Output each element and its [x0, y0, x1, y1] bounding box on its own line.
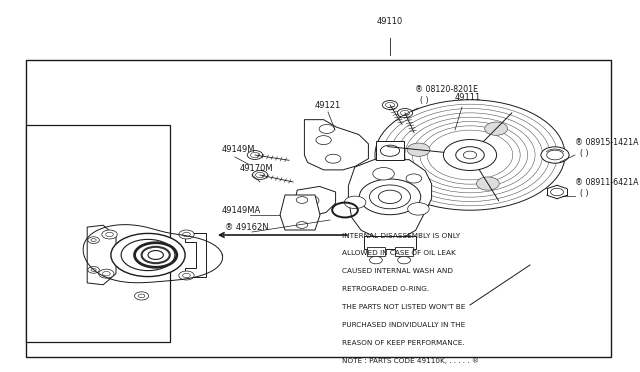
Circle shape — [247, 151, 262, 160]
Polygon shape — [348, 160, 431, 238]
Circle shape — [476, 177, 499, 190]
Circle shape — [138, 294, 145, 298]
FancyBboxPatch shape — [364, 236, 415, 249]
FancyBboxPatch shape — [376, 141, 404, 160]
Circle shape — [463, 151, 477, 159]
Text: INTERNAL DISASSEMBLY IS ONLY: INTERNAL DISASSEMBLY IS ONLY — [342, 232, 461, 238]
Circle shape — [407, 143, 430, 156]
Text: ® 08915-1421A
  ( ): ® 08915-1421A ( ) — [575, 138, 639, 158]
FancyBboxPatch shape — [26, 125, 170, 342]
Circle shape — [550, 188, 563, 196]
Circle shape — [326, 154, 341, 163]
Polygon shape — [87, 225, 116, 285]
Circle shape — [541, 147, 569, 163]
Text: 49149M: 49149M — [222, 145, 255, 154]
Text: 49170M: 49170M — [240, 164, 274, 173]
Circle shape — [250, 153, 259, 158]
Circle shape — [373, 167, 394, 180]
Text: 49121: 49121 — [315, 100, 341, 109]
Circle shape — [369, 256, 382, 264]
Circle shape — [88, 237, 99, 243]
Circle shape — [179, 271, 194, 280]
Text: ® 49162N: ® 49162N — [225, 224, 269, 232]
Circle shape — [182, 273, 190, 278]
Circle shape — [88, 266, 99, 273]
Text: ALLOWED IN CASE OF OIL LEAK: ALLOWED IN CASE OF OIL LEAK — [342, 250, 456, 256]
Circle shape — [182, 232, 190, 237]
Circle shape — [378, 190, 401, 203]
Circle shape — [484, 122, 508, 135]
Text: ® 08911-6421A
  ( ): ® 08911-6421A ( ) — [575, 178, 639, 198]
Circle shape — [406, 174, 422, 183]
Circle shape — [91, 268, 96, 271]
Circle shape — [385, 102, 394, 108]
Text: 49111: 49111 — [455, 93, 481, 103]
Text: 49149MA: 49149MA — [222, 205, 261, 215]
Circle shape — [375, 100, 565, 210]
Circle shape — [102, 230, 117, 239]
Circle shape — [252, 170, 268, 179]
FancyBboxPatch shape — [395, 247, 413, 256]
Circle shape — [111, 233, 185, 276]
Circle shape — [316, 136, 332, 145]
Circle shape — [359, 179, 420, 215]
Circle shape — [397, 109, 413, 118]
Text: CAUSED INTERNAL WASH AND: CAUSED INTERNAL WASH AND — [342, 268, 453, 274]
Circle shape — [547, 150, 563, 160]
Circle shape — [255, 172, 264, 177]
Text: 49110: 49110 — [377, 17, 403, 26]
FancyBboxPatch shape — [26, 60, 611, 357]
Circle shape — [102, 272, 110, 276]
Circle shape — [91, 238, 96, 241]
Polygon shape — [305, 120, 369, 170]
Circle shape — [382, 100, 397, 109]
Text: NOTE : PARTS CODE 49110K, . . . . . ®: NOTE : PARTS CODE 49110K, . . . . . ® — [342, 357, 479, 364]
Circle shape — [99, 269, 114, 278]
Circle shape — [456, 147, 484, 163]
Text: ® 08120-8201E
  ( ): ® 08120-8201E ( ) — [415, 85, 478, 105]
Circle shape — [148, 250, 163, 259]
Circle shape — [397, 256, 410, 264]
Circle shape — [369, 185, 410, 209]
Polygon shape — [294, 186, 335, 216]
Circle shape — [301, 195, 319, 206]
Circle shape — [296, 222, 308, 228]
Circle shape — [444, 140, 497, 170]
Circle shape — [179, 230, 194, 239]
Text: PURCHASED INDIVIDUALLY IN THE: PURCHASED INDIVIDUALLY IN THE — [342, 322, 466, 328]
Circle shape — [106, 232, 113, 237]
Circle shape — [380, 145, 399, 156]
Polygon shape — [185, 232, 205, 277]
Circle shape — [401, 110, 410, 116]
Text: RETROGRADED O-RING.: RETROGRADED O-RING. — [342, 286, 429, 292]
Text: THE PARTS NOT LISTED WON'T BE: THE PARTS NOT LISTED WON'T BE — [342, 304, 466, 310]
Circle shape — [319, 125, 335, 134]
Circle shape — [408, 203, 429, 215]
Circle shape — [296, 197, 308, 203]
Circle shape — [344, 196, 366, 209]
Circle shape — [134, 292, 148, 300]
Circle shape — [121, 239, 175, 270]
Text: REASON OF KEEP PERFORMANCE.: REASON OF KEEP PERFORMANCE. — [342, 340, 465, 346]
Polygon shape — [280, 195, 320, 230]
FancyBboxPatch shape — [367, 247, 385, 256]
